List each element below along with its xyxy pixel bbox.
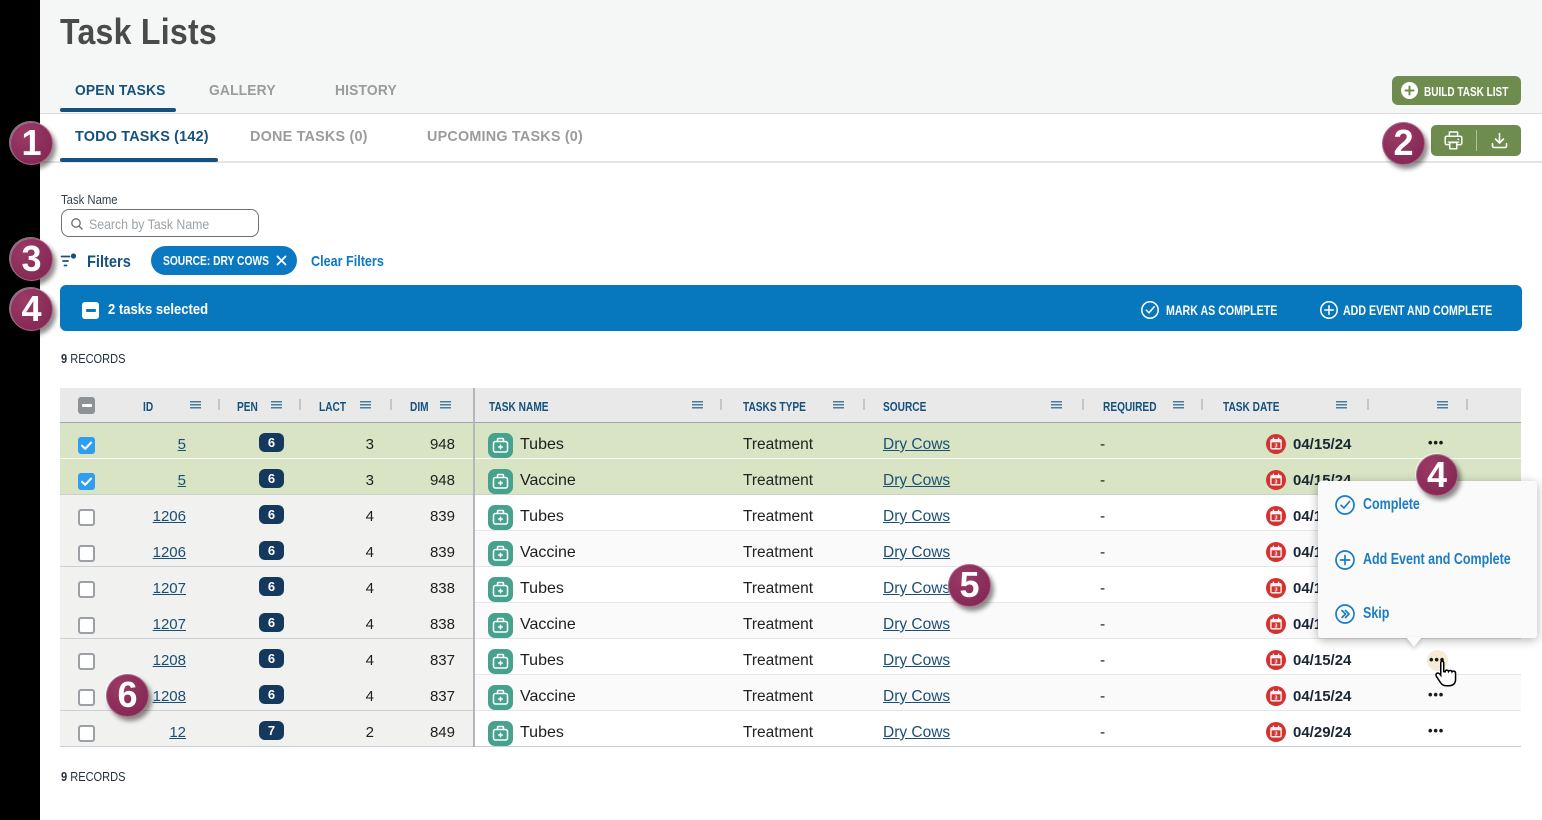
svg-text:3: 3 (1274, 695, 1277, 701)
svg-text:3: 3 (1274, 623, 1277, 629)
svg-text:3: 3 (1274, 659, 1277, 665)
svg-text:3: 3 (1274, 479, 1277, 485)
svg-text:3: 3 (1274, 587, 1277, 593)
svg-text:3: 3 (1274, 551, 1277, 557)
svg-text:3: 3 (1274, 443, 1277, 449)
svg-text:3: 3 (1274, 515, 1277, 521)
svg-text:3: 3 (1274, 731, 1277, 737)
